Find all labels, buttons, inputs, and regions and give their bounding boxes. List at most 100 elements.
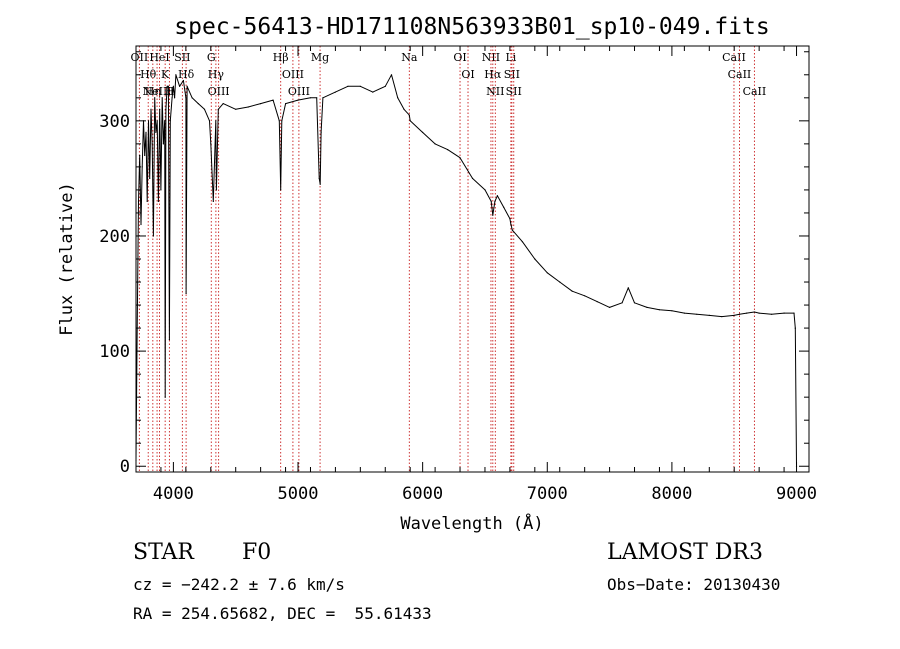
spectrum-point bbox=[484, 189, 486, 191]
spectrum-point bbox=[281, 120, 283, 122]
spectrum-point bbox=[390, 74, 393, 76]
spectrum-point bbox=[217, 108, 219, 110]
spectrum-point bbox=[793, 312, 795, 314]
x-tick-label: 4000 bbox=[153, 484, 194, 504]
line-marker-label: Li bbox=[505, 51, 516, 64]
spectrum-point bbox=[174, 97, 176, 99]
spectrum-point bbox=[783, 312, 785, 314]
x-tick-label: 7000 bbox=[527, 484, 568, 504]
spectrum-point bbox=[212, 200, 214, 202]
spectrum-point bbox=[738, 313, 741, 315]
spectrum-layer bbox=[135, 74, 798, 467]
spectrum-point bbox=[318, 177, 320, 179]
line-marker-label: SII bbox=[174, 51, 190, 64]
line-marker-label: SII bbox=[504, 68, 520, 81]
spectrum-point bbox=[509, 218, 511, 220]
chart-title: spec-56413-HD171108N563933B01_sp10-049.f… bbox=[174, 14, 769, 40]
spectrum-point bbox=[166, 85, 168, 87]
line-marker-label: H bbox=[165, 85, 175, 98]
line-marker-label: Hδ bbox=[178, 68, 195, 81]
spectrum-point bbox=[182, 79, 184, 82]
spectrum-point bbox=[168, 339, 170, 341]
spectrum-point bbox=[169, 120, 171, 122]
spectrum-point bbox=[247, 106, 249, 108]
spectrum-point bbox=[758, 312, 760, 314]
spectrum-point bbox=[584, 295, 586, 297]
line-marker-label: Na bbox=[401, 51, 418, 64]
spectrum-point bbox=[149, 177, 151, 179]
spectrum-point bbox=[164, 120, 166, 122]
spectrum-point bbox=[347, 85, 349, 87]
spectrum-point bbox=[320, 131, 322, 133]
spectrum-point bbox=[521, 241, 524, 243]
spectrum-point bbox=[794, 327, 796, 329]
x-axis-label: Wavelength (Å) bbox=[400, 512, 543, 534]
spectrum-point bbox=[157, 200, 159, 202]
line-marker-label: OIII bbox=[208, 85, 230, 98]
spectrum-point bbox=[408, 114, 410, 116]
spectrum-point bbox=[571, 290, 573, 292]
spectrum-point bbox=[164, 396, 166, 398]
spectrum-point bbox=[151, 143, 153, 145]
spectrum-point bbox=[503, 206, 505, 208]
spectrum-point bbox=[208, 120, 211, 122]
line-marker-label: K bbox=[161, 68, 170, 81]
line-marker-label: NeIII bbox=[142, 85, 171, 98]
x-tick-label: 8000 bbox=[651, 484, 692, 504]
spectrum-point bbox=[409, 120, 411, 122]
spectrum-point bbox=[422, 131, 424, 133]
spectrum-point bbox=[154, 97, 156, 99]
spectrum-point bbox=[596, 301, 598, 303]
spectrum-point bbox=[696, 313, 698, 315]
spectrum-point bbox=[160, 189, 162, 191]
spectrum-point bbox=[167, 85, 169, 87]
spectrum-point bbox=[534, 258, 536, 260]
line-marker-label: OIII bbox=[282, 68, 304, 81]
axis-layer: 4000 5000 6000 7000 8000 9000 0 100 200 300 bbox=[99, 46, 817, 504]
spectrum-point bbox=[152, 235, 154, 237]
spectrum-point bbox=[511, 229, 513, 231]
spectrum-point bbox=[156, 120, 158, 122]
x-tick-label: 9000 bbox=[776, 484, 817, 504]
y-axis-label: Flux (relative) bbox=[57, 182, 77, 336]
survey-name: LAMOST DR3 bbox=[607, 540, 763, 565]
spectrum-point bbox=[316, 97, 318, 99]
line-marker-layer: OIIHθHηNeIIIHeIKHSIIHδGHγOIIIHβOIIIOIIIM… bbox=[131, 46, 766, 472]
spectrum-point bbox=[197, 103, 199, 105]
spectrum-point bbox=[434, 143, 436, 145]
spectrum-point bbox=[658, 309, 661, 311]
spectrum-point bbox=[471, 177, 474, 179]
object-class: STAR bbox=[133, 540, 194, 565]
spectrum-point bbox=[140, 223, 142, 226]
spectrum-point bbox=[161, 97, 163, 99]
spectrum-point bbox=[175, 74, 177, 76]
x-tick-label: 6000 bbox=[402, 484, 443, 504]
y-tick-label: 0 bbox=[120, 457, 130, 477]
spectrum-point bbox=[683, 312, 686, 314]
spectrum-point bbox=[559, 281, 561, 283]
spectrum-point bbox=[384, 85, 386, 87]
spectrum-point bbox=[494, 200, 496, 202]
plot-frame bbox=[135, 45, 810, 473]
line-marker-label: NII bbox=[486, 85, 504, 98]
spectrum-point bbox=[285, 103, 287, 105]
spectrum-point bbox=[621, 302, 623, 304]
line-marker-label: Hβ bbox=[273, 51, 289, 64]
spectrum-point bbox=[359, 85, 361, 87]
spectrum-point bbox=[155, 131, 157, 133]
line-marker-label: CaII bbox=[728, 68, 752, 81]
spectrum-point bbox=[627, 287, 629, 289]
spectrum-point bbox=[215, 189, 217, 191]
spectrum-point bbox=[179, 85, 181, 87]
spectrum-point bbox=[185, 97, 187, 99]
line-marker-label: OIII bbox=[288, 85, 310, 98]
spectrum-point bbox=[708, 314, 710, 316]
line-marker-label: HeI bbox=[149, 51, 169, 64]
y-tick-label: 200 bbox=[99, 227, 130, 247]
spectrum-point bbox=[144, 154, 146, 156]
spectrum-point bbox=[260, 103, 262, 105]
object-subclass: F0 bbox=[242, 540, 272, 565]
spectrum-point bbox=[334, 91, 336, 93]
spectrum-point bbox=[546, 272, 548, 274]
